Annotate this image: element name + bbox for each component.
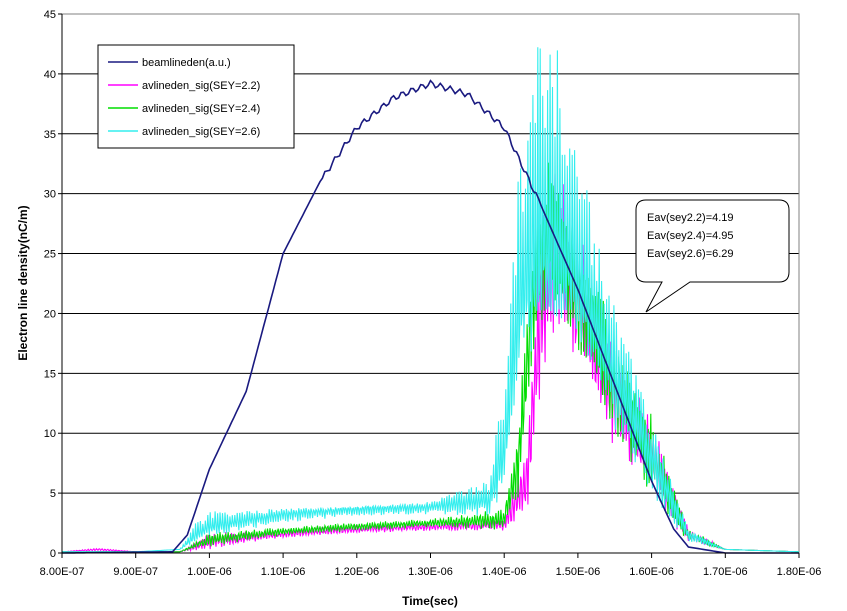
- callout-line: Eav(sey2.2)=4.19: [647, 212, 734, 224]
- x-tick-label: 8.00E-07: [40, 566, 85, 578]
- legend-label: avlineden_sig(SEY=2.2): [142, 80, 260, 92]
- y-tick-label: 25: [44, 249, 56, 261]
- x-tick-label: 1.30E-06: [408, 566, 453, 578]
- x-tick-label: 1.50E-06: [556, 566, 601, 578]
- series-lines: [61, 47, 799, 554]
- x-tick-label: 9.00E-07: [113, 566, 158, 578]
- x-tick-label: 1.40E-06: [482, 566, 527, 578]
- callout-line: Eav(sey2.4)=4.95: [647, 230, 734, 242]
- y-tick-label: 40: [44, 69, 56, 81]
- x-tick-label: 1.60E-06: [629, 566, 674, 578]
- y-tick-label: 15: [44, 368, 56, 380]
- x-tick-label: 1.80E-06: [777, 566, 822, 578]
- callout-bubble: [635, 199, 790, 313]
- x-tick-label: 1.00E-06: [187, 566, 232, 578]
- legend-label: avlineden_sig(SEY=2.4): [142, 103, 260, 115]
- series-line-3: [62, 47, 799, 553]
- y-tick-label: 35: [44, 129, 56, 141]
- y-tick-label: 30: [44, 189, 56, 201]
- y-tick-label: 10: [44, 428, 56, 440]
- legend-label: avlineden_sig(SEY=2.6): [142, 126, 260, 138]
- x-tick-labels: 8.00E-07 9.00E-07 1.00E-06 1.10E-06 1.20E-06…: [40, 566, 822, 578]
- axes: [58, 13, 800, 558]
- callout-line: Eav(sey2.6)=6.29: [647, 248, 734, 260]
- callout-annotation: Eav(sey2.2)=4.19 Eav(sey2.4)=4.95 Eav(sey2…: [635, 199, 790, 313]
- x-tick-label: 1.70E-06: [703, 566, 748, 578]
- x-axis-title: Time(sec): [402, 594, 458, 608]
- legend-label: beamlineden(a.u.): [142, 57, 231, 69]
- y-tick-label: 5: [50, 488, 56, 500]
- x-tick-label: 1.10E-06: [261, 566, 306, 578]
- y-tick-labels: 0 5 10 15 20 25 30 35 40 45: [44, 9, 56, 560]
- legend: beamlineden(a.u.) avlineden_sig(SEY=2.2)a…: [97, 44, 295, 149]
- series-line-0: [62, 79, 799, 554]
- y-tick-label: 0: [50, 548, 56, 560]
- x-tick-label: 1.20E-06: [334, 566, 379, 578]
- y-tick-label: 20: [44, 308, 56, 320]
- y-axis-title: Electron line density(nC/m): [16, 205, 30, 360]
- y-tick-label: 45: [44, 9, 56, 21]
